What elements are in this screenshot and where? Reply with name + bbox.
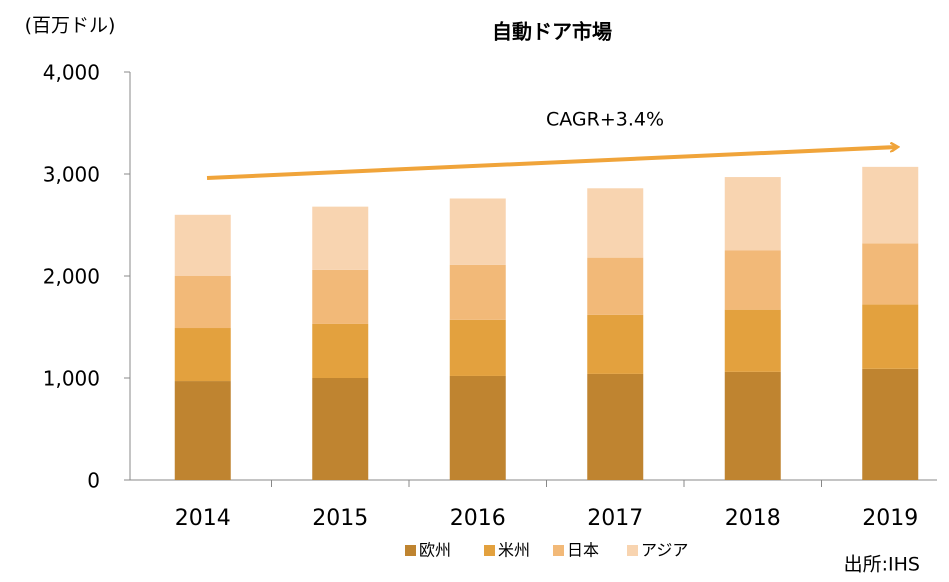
x-tick-label: 2017 xyxy=(587,506,643,531)
legend-label: アジア xyxy=(641,541,688,560)
legend-label: 米州 xyxy=(498,541,530,560)
bar-segment xyxy=(312,378,369,480)
bar-segment xyxy=(724,371,781,480)
bar-segment xyxy=(312,323,369,378)
bar-segment xyxy=(862,166,919,244)
legend-swatch xyxy=(484,545,495,556)
bar-segment xyxy=(174,276,231,329)
legend-swatch xyxy=(405,545,416,556)
y-tick-label: 0 xyxy=(87,469,100,493)
chart-title: 自動ドア市場 xyxy=(492,20,612,44)
source: 出所:IHS xyxy=(844,554,920,576)
x-tick-label: 2014 xyxy=(175,506,231,531)
x-tick-label: 2015 xyxy=(312,506,368,531)
x-tick-label: 2016 xyxy=(450,506,506,531)
bar-segment xyxy=(724,177,781,251)
bar-segment xyxy=(587,257,644,315)
bar-segment xyxy=(312,206,369,270)
bar-segment xyxy=(312,269,369,324)
legend-label: 欧州 xyxy=(419,541,451,560)
legend-swatch xyxy=(553,545,564,556)
bar-segment xyxy=(724,309,781,372)
cagr-arrow xyxy=(206,147,897,180)
bar-segment xyxy=(724,250,781,310)
bar-segment xyxy=(449,264,506,320)
annotation: CAGR+3.4% xyxy=(546,109,664,131)
y-tick-label: 3,000 xyxy=(43,163,100,187)
bar-segment xyxy=(449,319,506,376)
bar-segment xyxy=(449,375,506,480)
bar-segment xyxy=(587,188,644,258)
x-tick-label: 2018 xyxy=(725,506,781,531)
bar-segment xyxy=(862,304,919,369)
x-tick-label: 2019 xyxy=(862,506,918,531)
bar-segment xyxy=(587,373,644,480)
bar-segment xyxy=(449,198,506,265)
bar-segment xyxy=(174,381,231,480)
bar-segment xyxy=(862,368,919,480)
y-tick-label: 2,000 xyxy=(43,265,100,289)
bar-segment xyxy=(862,243,919,305)
legend-label: 日本 xyxy=(567,541,599,560)
bar-segment xyxy=(174,328,231,382)
bar-segment xyxy=(587,314,644,374)
y-axis-label: (百万ドル) xyxy=(25,15,116,37)
y-tick-label: 1,000 xyxy=(43,367,100,391)
legend-swatch xyxy=(627,545,638,556)
y-tick-label: 4,000 xyxy=(43,61,100,85)
bar-segment xyxy=(174,214,231,276)
